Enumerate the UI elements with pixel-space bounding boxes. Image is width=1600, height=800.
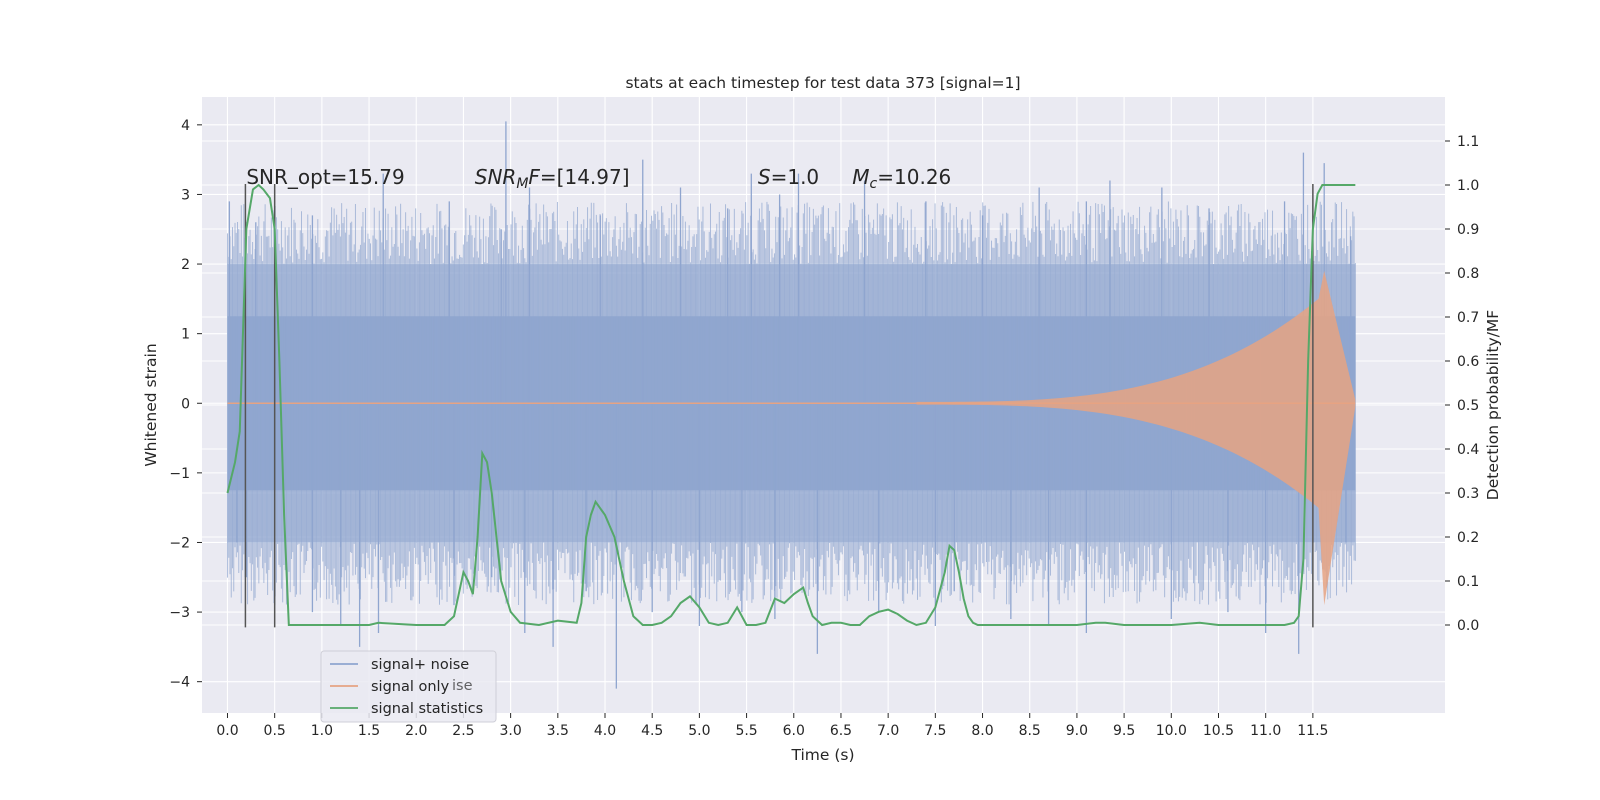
x-tick-label: 10.0 (1156, 723, 1187, 739)
y-axis-label: Whitened strain (142, 343, 160, 466)
x-tick-label: 3.5 (547, 723, 569, 739)
legend-overlap-text: ise (452, 678, 473, 694)
chart-title: stats at each timestep for test data 373… (625, 74, 1020, 92)
y-tick-labels: 4 3 2 1 0 −1 −2 −3 −4 (169, 118, 202, 691)
annotations: SNR_opt=15.79 SNRMF=[14.97] S=1.0 Mc=10.26 (246, 165, 951, 192)
y-tick-label: 0 (181, 396, 190, 412)
x-tick-label: 8.5 (1019, 723, 1041, 739)
annotation-text: SNRMF=[14.97] (475, 165, 630, 192)
x-tick-label: 10.5 (1203, 723, 1234, 739)
y2-tick-label: 0.3 (1457, 486, 1479, 502)
legend-box (320, 650, 497, 723)
legend-label-signal-only: signal only (371, 679, 450, 695)
y-tick-label: 1 (181, 327, 190, 343)
x-tick-label: 0.5 (264, 723, 286, 739)
x-tick-label: 1.5 (358, 723, 380, 739)
signal-statistics-series (226, 183, 1356, 627)
y-tick-label: −4 (169, 675, 190, 691)
x-tick-label: 7.5 (924, 723, 946, 739)
annotation-text: Mc=10.26 (852, 165, 951, 192)
annotation-text: SNR_opt=15.79 (246, 165, 404, 189)
x-tick-label: 11.5 (1297, 723, 1328, 739)
x-tick-label: 8.0 (971, 723, 993, 739)
x-tick-label: 6.0 (783, 723, 805, 739)
signal-statistics-line (226, 183, 1356, 627)
y2-tick-label: 1.0 (1457, 178, 1479, 194)
y2-tick-label: 0.1 (1457, 574, 1479, 590)
y2-tick-label: 0.9 (1457, 222, 1479, 238)
y2-tick-label: 0.8 (1457, 266, 1479, 282)
x-tick-label: 6.5 (830, 723, 852, 739)
x-tick-label: 9.0 (1066, 723, 1088, 739)
x-axis-label: Time (s) (790, 746, 854, 764)
y-tick-label: −2 (169, 535, 190, 551)
x-tick-label: 1.0 (311, 723, 333, 739)
y2-tick-label: 0.7 (1457, 310, 1479, 326)
x-tick-label: 4.5 (641, 723, 663, 739)
legend-label-signal-noise: signal+ noise (371, 657, 469, 673)
y-tick-label: 4 (181, 118, 190, 134)
legend-label-signal-statistics: signal statistics (371, 701, 483, 717)
y2-tick-label: 0.6 (1457, 354, 1479, 370)
y-tick-label: −3 (169, 605, 190, 621)
y-tick-label: 3 (181, 187, 190, 203)
x-tick-labels: 0.0 0.5 1.0 1.5 2.0 2.5 3.0 3.5 4.0 4.5 5.0 5.5 6.0 6… (216, 713, 1328, 739)
y2-tick-label: 0.4 (1457, 442, 1479, 458)
x-tick-label: 5.0 (688, 723, 710, 739)
x-tick-label: 4.0 (594, 723, 616, 739)
y2-tick-label: 0.0 (1457, 618, 1479, 634)
x-tick-label: 5.5 (735, 723, 757, 739)
x-tick-label: 3.0 (499, 723, 521, 739)
y2-axis-label: Detection probability/MF (1484, 310, 1502, 501)
y-tick-label: −1 (169, 466, 190, 482)
y-tick-label: 2 (181, 257, 190, 273)
y2-tick-labels: 1.1 1.0 0.9 0.8 0.7 0.6 0.5 0.4 0.3 0.2 0.1 0.0 (1445, 134, 1479, 634)
annotation-text: S=1.0 (758, 165, 819, 189)
y2-tick-label: 1.1 (1457, 134, 1479, 150)
x-tick-label: 7.0 (877, 723, 899, 739)
legend: ise signal+ noise signal only signal sta… (320, 650, 497, 723)
x-tick-label: 2.0 (405, 723, 427, 739)
x-tick-label: 2.5 (452, 723, 474, 739)
signal-only-series (916, 271, 1356, 606)
y2-tick-label: 0.2 (1457, 530, 1479, 546)
x-tick-label: 0.0 (216, 723, 238, 739)
x-tick-label: 11.0 (1250, 723, 1281, 739)
x-tick-label: 9.5 (1113, 723, 1135, 739)
signal-chirp-envelope (916, 271, 1356, 606)
y2-tick-label: 0.5 (1457, 398, 1479, 414)
